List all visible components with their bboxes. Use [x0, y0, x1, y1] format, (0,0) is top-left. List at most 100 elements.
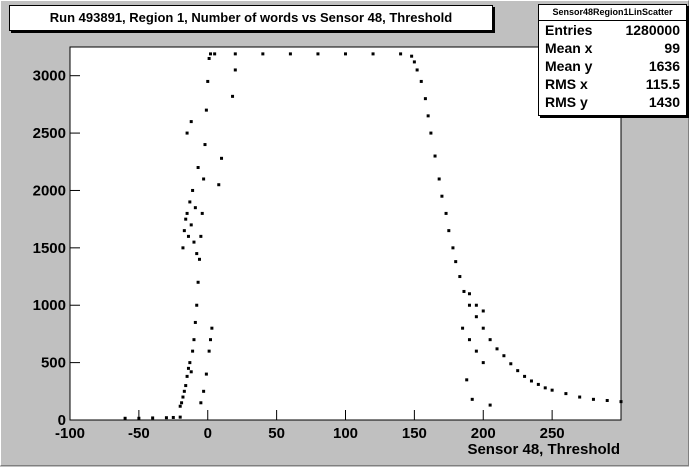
data-point — [185, 131, 189, 135]
data-point — [344, 52, 347, 56]
x-tick-label: 200 — [471, 425, 496, 442]
data-point — [192, 240, 196, 244]
data-point — [151, 416, 155, 420]
data-point — [203, 143, 207, 147]
x-tick-label: -100 — [55, 425, 85, 442]
data-point — [474, 303, 478, 307]
stats-label: Mean x — [545, 40, 593, 56]
plot-frame — [69, 46, 622, 421]
stats-value: 1430 — [648, 94, 680, 110]
data-point — [523, 374, 527, 378]
stats-row-rms-x: RMS x 115.5 — [539, 75, 686, 93]
data-point — [578, 395, 582, 399]
data-point — [195, 303, 199, 307]
x-axis-title: Sensor 48, Threshold — [467, 441, 620, 458]
data-point — [444, 211, 448, 215]
points-layer — [123, 52, 623, 420]
data-point — [470, 397, 474, 401]
data-point — [423, 97, 427, 101]
data-point — [217, 183, 221, 187]
data-point — [202, 177, 206, 181]
data-point — [536, 382, 540, 386]
data-point — [233, 68, 237, 72]
data-point — [189, 120, 193, 124]
data-point — [184, 217, 188, 221]
data-point — [210, 326, 214, 330]
data-point — [196, 166, 200, 170]
data-point — [474, 315, 478, 319]
data-point — [516, 369, 520, 373]
data-point — [191, 188, 195, 192]
data-point — [196, 280, 200, 284]
stats-label: RMS y — [545, 94, 588, 110]
data-point — [213, 52, 217, 56]
data-point — [502, 354, 506, 358]
data-point — [529, 379, 533, 383]
data-point — [191, 349, 195, 353]
data-point — [564, 392, 568, 396]
stats-label: Entries — [545, 22, 593, 38]
data-point — [462, 289, 466, 293]
data-point — [199, 401, 203, 405]
y-tick-label: 1000 — [33, 297, 66, 314]
data-point — [467, 338, 471, 342]
y-tick-label: 3000 — [33, 68, 66, 85]
data-point — [412, 60, 416, 64]
data-point — [199, 234, 203, 238]
stats-value: 99 — [664, 40, 680, 56]
data-point — [192, 338, 196, 342]
y-tick-label: 2500 — [33, 125, 66, 142]
data-point — [495, 347, 499, 351]
y-tick-label: 1500 — [33, 240, 66, 257]
stats-row-entries: Entries 1280000 — [539, 21, 686, 39]
data-point — [231, 94, 235, 98]
data-point — [204, 372, 208, 376]
stats-label: Mean y — [545, 58, 593, 74]
x-tick-label: -50 — [128, 425, 150, 442]
data-point — [288, 52, 292, 56]
data-point — [202, 389, 206, 393]
data-point — [189, 370, 193, 374]
data-point — [186, 366, 190, 370]
x-tick-label: 250 — [540, 425, 565, 442]
stats-box: Sensor48Region1LinScatter Entries 128000… — [538, 4, 687, 116]
data-point — [200, 211, 204, 215]
data-point — [481, 361, 485, 365]
data-point — [123, 416, 127, 420]
data-point — [189, 223, 193, 227]
stats-value: 115.5 — [645, 76, 680, 92]
stats-row-rms-y: RMS y 1430 — [539, 93, 686, 111]
stats-name: Sensor48Region1LinScatter — [539, 5, 686, 21]
chart-title: Run 493891, Region 1, Number of words vs… — [9, 5, 493, 31]
data-point — [188, 361, 192, 365]
data-point — [207, 56, 211, 60]
x-tick-label: 100 — [333, 425, 358, 442]
data-point — [188, 200, 192, 204]
data-point — [195, 252, 199, 256]
data-point — [207, 349, 211, 353]
data-point — [185, 374, 189, 378]
data-point — [465, 378, 469, 382]
data-point — [451, 246, 455, 250]
data-point — [410, 54, 414, 58]
y-tick-label: 2000 — [33, 182, 66, 199]
data-point — [543, 386, 547, 390]
data-point — [206, 79, 210, 83]
data-point — [481, 326, 485, 330]
axis-layer: -100 -50 0 50 100 150 200 250050010001500200025… — [33, 68, 565, 442]
data-point — [467, 292, 471, 296]
data-point — [184, 384, 188, 388]
data-point — [458, 275, 462, 279]
data-point — [180, 401, 184, 405]
data-point — [440, 194, 444, 198]
data-point — [591, 397, 595, 401]
data-point — [509, 362, 513, 366]
x-tick-label: 150 — [402, 425, 427, 442]
stats-label: RMS x — [545, 76, 588, 92]
data-point — [182, 229, 186, 233]
y-tick-label: 0 — [58, 412, 66, 429]
data-point — [181, 246, 185, 250]
data-point — [182, 389, 186, 393]
